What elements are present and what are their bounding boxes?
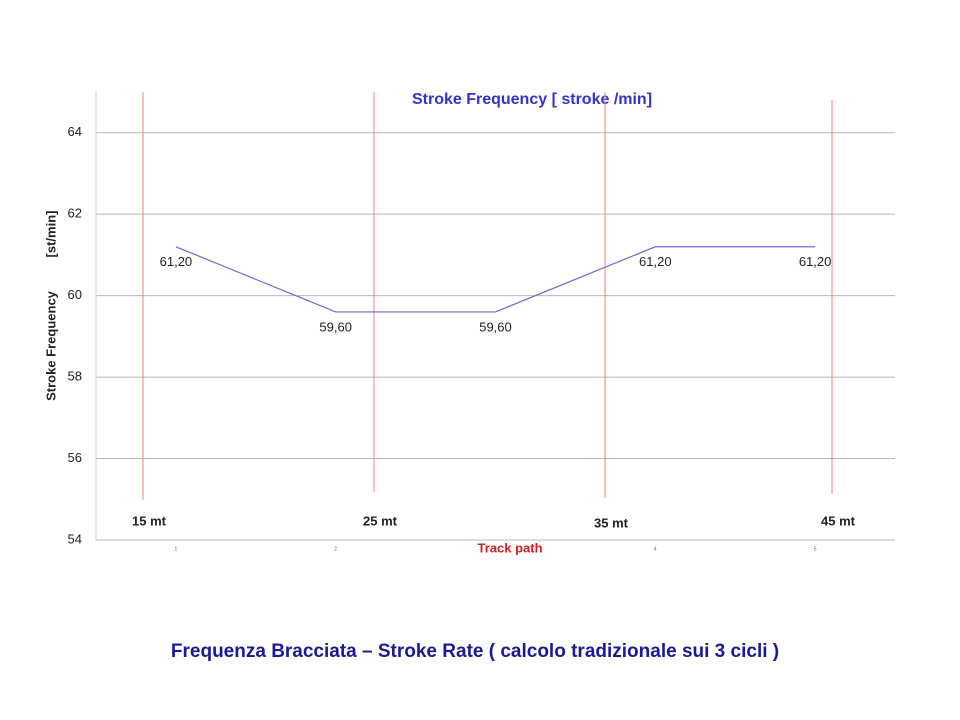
y-tick-label: 62 bbox=[68, 206, 82, 221]
x-axis-label: Track path bbox=[477, 540, 542, 555]
value-label: 61,20 bbox=[639, 254, 672, 269]
annotation: 45 mt bbox=[821, 513, 856, 528]
x-tick-label: 2 bbox=[334, 546, 337, 552]
x-tick-label: 3 bbox=[494, 546, 497, 552]
y-tick-label: 60 bbox=[68, 287, 82, 302]
caption: Frequenza Bracciata – Stroke Rate ( calc… bbox=[171, 641, 779, 662]
y-unit-label: [st/min] bbox=[43, 211, 58, 258]
y-tick-label: 56 bbox=[68, 450, 82, 465]
x-tick-label: 1 bbox=[175, 546, 178, 552]
annotation: 25 mt bbox=[363, 513, 398, 528]
data-line bbox=[175, 246, 816, 313]
y-tick-label: 54 bbox=[68, 531, 82, 546]
value-label: 61,20 bbox=[160, 254, 193, 269]
annotation: 15 mt bbox=[132, 513, 167, 528]
y-tick-label: 58 bbox=[68, 369, 82, 384]
chart-title: Stroke Frequency [ stroke /min] bbox=[412, 91, 652, 108]
y-tick-label: 64 bbox=[68, 124, 82, 139]
annotation: 35 mt bbox=[594, 515, 629, 530]
y-axis-label: Stroke Frequency bbox=[43, 290, 58, 401]
x-tick-label: 5 bbox=[814, 546, 817, 552]
value-label: 59,60 bbox=[479, 319, 512, 334]
value-label: 61,20 bbox=[799, 254, 832, 269]
value-label: 59,60 bbox=[319, 319, 352, 334]
x-tick-label: 4 bbox=[654, 546, 657, 552]
